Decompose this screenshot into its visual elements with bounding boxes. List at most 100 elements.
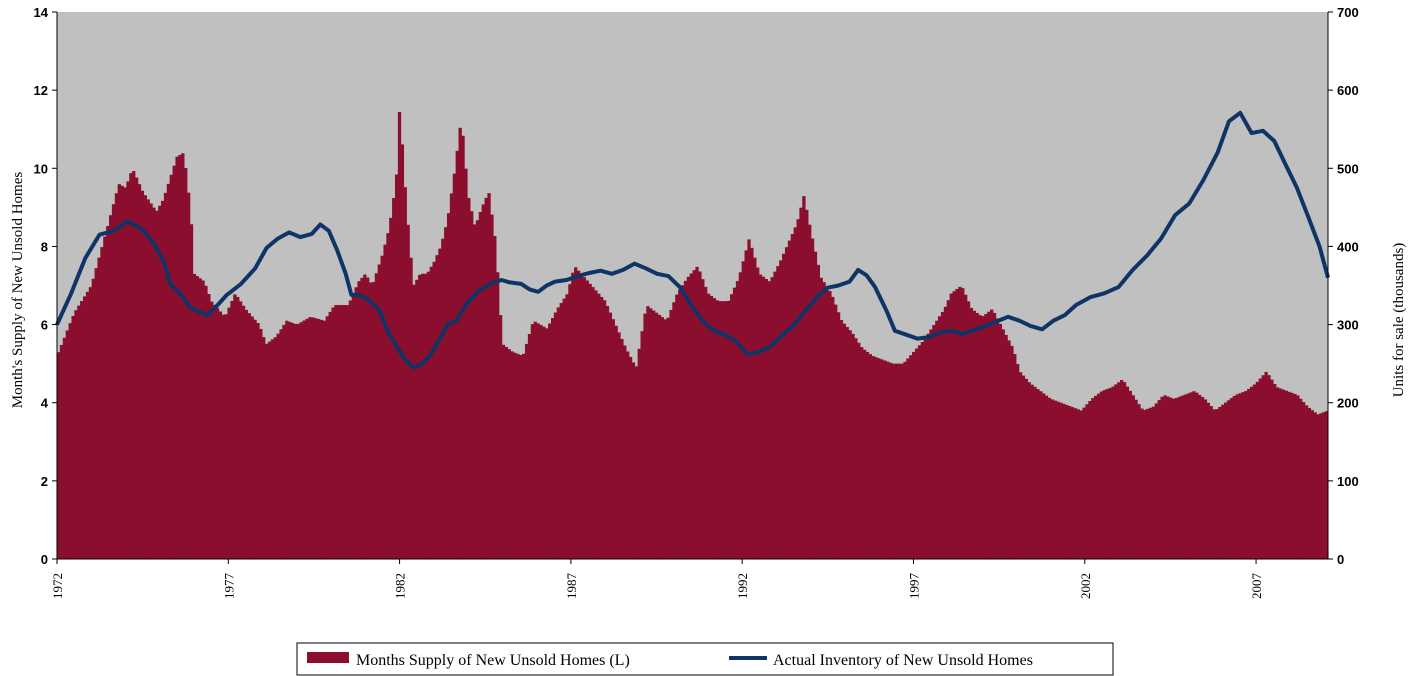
bar-58 (224, 314, 228, 559)
bar-416 (1258, 378, 1262, 559)
bar-87 (308, 317, 312, 559)
bar-4 (68, 323, 72, 559)
bar-160 (519, 354, 523, 559)
bar-88 (311, 317, 315, 559)
bar-43 (181, 153, 185, 560)
bar-394 (1195, 392, 1199, 559)
bar-121 (406, 224, 410, 559)
bar-345 (1053, 400, 1057, 559)
bar-150 (490, 214, 494, 559)
left-axis-title: Month's Supply of New Unsold Homes (10, 172, 26, 409)
bar-196 (623, 345, 627, 559)
bar-358 (1091, 398, 1095, 559)
bar-122 (409, 257, 413, 559)
bar-84 (299, 322, 303, 559)
bar-189 (602, 300, 607, 559)
bar-96 (334, 305, 338, 559)
bar-389 (1180, 395, 1184, 559)
bar-117 (394, 174, 399, 559)
bar-288 (888, 362, 893, 559)
bar-438 (1322, 412, 1326, 559)
bar-21 (117, 184, 121, 560)
bar-239 (747, 239, 751, 559)
bar-333 (1018, 372, 1023, 559)
bar-306 (940, 311, 945, 559)
bar-214 (675, 294, 679, 559)
bar-202 (640, 331, 644, 559)
bar-118 (397, 111, 402, 560)
bar-245 (764, 278, 769, 559)
bar-76 (276, 333, 280, 559)
bar-191 (608, 312, 613, 559)
bar-296 (912, 351, 916, 559)
bar-207 (654, 312, 659, 559)
bar-34 (155, 210, 159, 560)
bar-400 (1212, 409, 1216, 559)
bar-145 (475, 220, 480, 559)
bar-30 (143, 195, 147, 560)
bar-69 (256, 323, 260, 559)
bar-437 (1319, 413, 1323, 559)
bar-115 (389, 217, 393, 559)
bar-428 (1293, 393, 1297, 559)
bar-220 (692, 270, 696, 559)
left-tick-label: 6 (41, 318, 48, 333)
bar-291 (897, 363, 901, 559)
bar-104 (357, 281, 361, 559)
bar-270 (836, 312, 841, 559)
bar-165 (533, 321, 537, 559)
right-tick-label: 700 (1337, 5, 1359, 20)
legend-swatch-bars (307, 652, 349, 663)
bar-216 (680, 285, 685, 559)
bar-271 (839, 319, 844, 559)
right-tick-label: 600 (1337, 83, 1359, 98)
bar-268 (831, 296, 835, 559)
bar-series-months-supply (57, 111, 1329, 560)
x-tick-label: 1987 (564, 573, 579, 600)
bar-13 (94, 268, 98, 559)
bar-26 (132, 170, 136, 560)
bar-137 (452, 173, 457, 559)
bar-33 (152, 207, 156, 559)
bar-309 (949, 293, 953, 559)
x-axis-ticks: 1972 1977 1982 1987 1992 1997 2002 2007 (50, 559, 1264, 599)
bar-325 (995, 318, 1000, 559)
bar-126 (420, 273, 425, 559)
bar-195 (620, 338, 624, 559)
left-tick-label: 0 (41, 552, 48, 567)
bar-113 (383, 244, 387, 559)
bar-382 (1160, 396, 1164, 559)
bar-185 (591, 287, 595, 559)
bar-347 (1059, 402, 1063, 559)
bar-420 (1270, 379, 1274, 559)
bar-68 (253, 319, 257, 559)
bar-53 (210, 301, 214, 559)
bar-93 (325, 316, 329, 559)
bar-201 (637, 348, 641, 559)
bar-127 (423, 273, 428, 559)
bar-422 (1276, 387, 1280, 559)
bar-187 (597, 293, 601, 559)
bar-238 (744, 250, 748, 559)
bar-424 (1281, 389, 1286, 559)
bar-355 (1082, 407, 1086, 559)
bar-304 (935, 320, 939, 559)
bar-176 (565, 294, 569, 559)
bar-106 (363, 274, 367, 559)
bar-75 (273, 337, 277, 559)
bar-23 (123, 187, 127, 559)
bar-284 (877, 358, 881, 559)
bar-219 (689, 273, 693, 559)
bar-98 (340, 305, 344, 559)
bar-74 (270, 339, 275, 559)
bar-295 (909, 355, 913, 559)
right-tick-label: 200 (1337, 396, 1359, 411)
bar-349 (1065, 404, 1069, 559)
bar-408 (1235, 394, 1239, 559)
bar-184 (588, 283, 592, 559)
bar-154 (501, 344, 506, 559)
bar-300 (923, 338, 927, 559)
bar-254 (790, 234, 794, 559)
bar-67 (250, 316, 254, 559)
bar-276 (854, 338, 858, 559)
